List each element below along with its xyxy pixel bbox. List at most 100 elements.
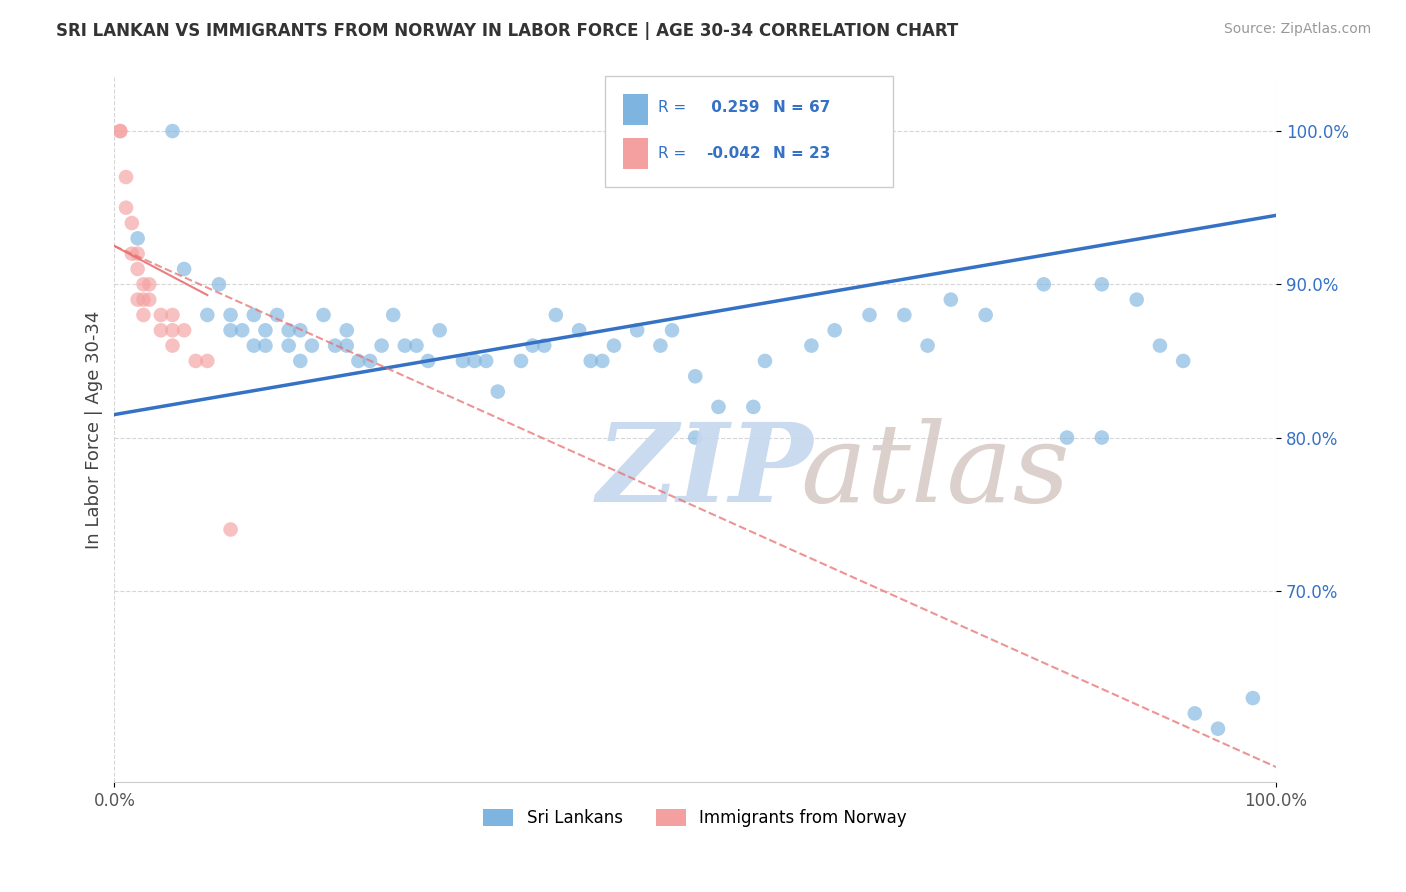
Point: [138, 277, 160, 292]
Point: [162, 308, 184, 322]
Point: [149, 308, 172, 322]
Point: [110, 124, 132, 138]
Point: [290, 354, 312, 368]
Point: [683, 369, 706, 384]
Point: [290, 323, 312, 337]
Point: [405, 338, 427, 352]
Point: [173, 323, 195, 337]
Point: [486, 384, 509, 399]
Point: [626, 323, 648, 337]
Point: [370, 338, 392, 352]
Point: [974, 308, 997, 322]
Point: [742, 400, 765, 414]
Text: -0.042: -0.042: [706, 146, 761, 161]
Text: atlas: atlas: [800, 418, 1070, 526]
Point: [312, 308, 335, 322]
Point: [544, 308, 567, 322]
Point: [533, 338, 555, 352]
Point: [121, 246, 143, 260]
Point: [347, 354, 370, 368]
Point: [162, 338, 184, 352]
Point: [219, 523, 242, 537]
Text: SRI LANKAN VS IMMIGRANTS FROM NORWAY IN LABOR FORCE | AGE 30-34 CORRELATION CHAR: SRI LANKAN VS IMMIGRANTS FROM NORWAY IN …: [56, 22, 959, 40]
Point: [173, 262, 195, 277]
Text: N = 67: N = 67: [773, 100, 831, 114]
Point: [858, 308, 880, 322]
Point: [1032, 277, 1054, 292]
Point: [1184, 706, 1206, 721]
Point: [1241, 691, 1264, 706]
Point: [1091, 277, 1114, 292]
Point: [323, 338, 346, 352]
Point: [219, 308, 242, 322]
Y-axis label: In Labor Force | Age 30-34: In Labor Force | Age 30-34: [86, 310, 103, 549]
Point: [707, 400, 730, 414]
Point: [110, 124, 132, 138]
Text: 0.259: 0.259: [706, 100, 759, 114]
Point: [336, 323, 359, 337]
Point: [382, 308, 405, 322]
Point: [243, 338, 266, 352]
Point: [195, 354, 218, 368]
Point: [132, 308, 155, 322]
Point: [661, 323, 683, 337]
Point: [254, 338, 277, 352]
Text: Source: ZipAtlas.com: Source: ZipAtlas.com: [1223, 22, 1371, 37]
Point: [650, 338, 672, 352]
Point: [451, 354, 474, 368]
Point: [568, 323, 591, 337]
Point: [1125, 293, 1147, 307]
Text: ZIP: ZIP: [596, 418, 813, 526]
Point: [208, 277, 231, 292]
Point: [115, 201, 138, 215]
Point: [359, 354, 381, 368]
Point: [127, 262, 149, 277]
Point: [195, 308, 218, 322]
Point: [336, 338, 359, 352]
Point: [184, 354, 207, 368]
Point: [893, 308, 915, 322]
Point: [510, 354, 533, 368]
Point: [1091, 431, 1114, 445]
Point: [475, 354, 498, 368]
Point: [219, 323, 242, 337]
Point: [132, 277, 155, 292]
Point: [127, 231, 149, 245]
Text: R =: R =: [658, 100, 686, 114]
Point: [254, 323, 277, 337]
Point: [464, 354, 486, 368]
Point: [429, 323, 451, 337]
Point: [132, 293, 155, 307]
Point: [231, 323, 253, 337]
Point: [603, 338, 626, 352]
Point: [121, 216, 143, 230]
Point: [800, 338, 823, 352]
Point: [394, 338, 416, 352]
Point: [1149, 338, 1171, 352]
Point: [115, 169, 138, 184]
Point: [416, 354, 439, 368]
Point: [522, 338, 544, 352]
Point: [162, 124, 184, 138]
Point: [243, 308, 266, 322]
Point: [579, 354, 602, 368]
Point: [754, 354, 776, 368]
Point: [138, 293, 160, 307]
Point: [1056, 431, 1078, 445]
Point: [683, 431, 706, 445]
Point: [162, 323, 184, 337]
Point: [277, 323, 299, 337]
Point: [1206, 722, 1229, 736]
Point: [1173, 354, 1195, 368]
Text: R =: R =: [658, 146, 686, 161]
Legend: Sri Lankans, Immigrants from Norway: Sri Lankans, Immigrants from Norway: [477, 803, 914, 834]
Point: [591, 354, 613, 368]
Point: [127, 246, 149, 260]
Point: [127, 293, 149, 307]
Point: [266, 308, 288, 322]
Point: [824, 323, 846, 337]
Point: [277, 338, 299, 352]
Text: N = 23: N = 23: [773, 146, 831, 161]
Point: [939, 293, 962, 307]
Point: [149, 323, 172, 337]
